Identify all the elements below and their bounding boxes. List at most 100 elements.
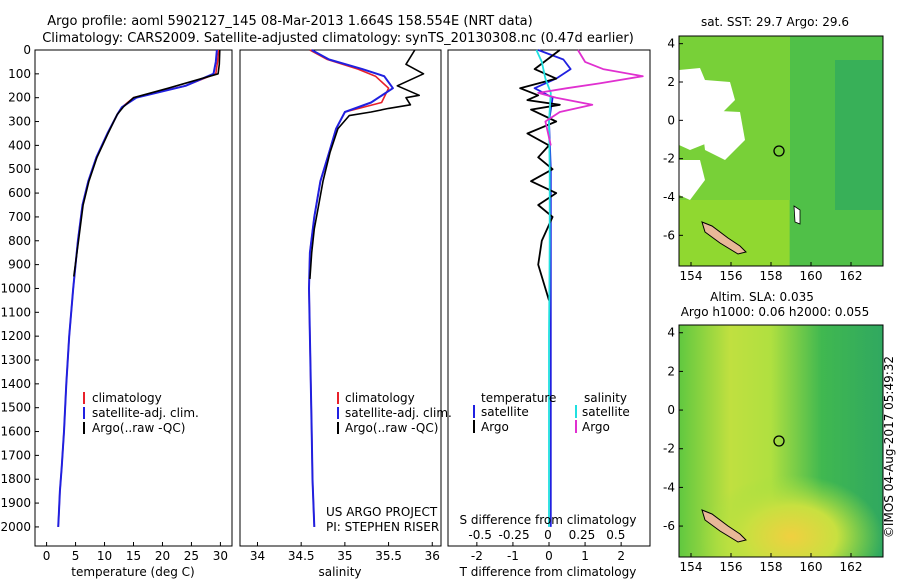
map-x-tick-label: 154 bbox=[680, 560, 703, 574]
y-tick-label: 1600 bbox=[0, 425, 31, 439]
sst-map bbox=[679, 36, 883, 266]
map-y-tick-label: -2 bbox=[663, 442, 675, 456]
salinity-legend: climatology satellite-adj. clim. Argo(..… bbox=[337, 391, 452, 435]
legend-label-sal-satellite: satellite bbox=[582, 405, 630, 419]
y-tick-label: 1800 bbox=[0, 472, 31, 486]
x-tick-label: 2 bbox=[617, 549, 625, 563]
map-y-tick-label: -6 bbox=[663, 228, 675, 242]
x-tick-label: -2 bbox=[471, 549, 483, 563]
salinity-panel bbox=[239, 49, 442, 547]
y-tick-label: 1000 bbox=[0, 281, 31, 295]
x-tick-label: 5 bbox=[72, 549, 80, 563]
timestamp: ©IMOS 04-Aug-2017 05:49:32 bbox=[882, 356, 896, 538]
y-tick-label: 0 bbox=[23, 43, 31, 57]
temperature-x-axis: 0 5 10 15 20 25 30 bbox=[43, 542, 228, 563]
map-y-tick-label: -4 bbox=[663, 480, 675, 494]
map-x-tick-label: 158 bbox=[760, 269, 783, 283]
x-tick-label: 36 bbox=[425, 549, 440, 563]
sla-map bbox=[679, 325, 883, 557]
y-tick-label: 300 bbox=[8, 115, 31, 129]
x2-tick-label: 0.25 bbox=[569, 528, 596, 542]
temperature-line-2 bbox=[73, 49, 221, 277]
x2-tick-label: 0 bbox=[544, 528, 552, 542]
y-tick-label: 1200 bbox=[0, 329, 31, 343]
x-tick-label: 35 bbox=[337, 549, 352, 563]
temperature-legend: climatology satellite-adj. clim. Argo(..… bbox=[83, 391, 199, 435]
x2-tick-label: -0.25 bbox=[499, 528, 530, 542]
salinity-x-axis: 34 34.5 35 35.5 36 bbox=[250, 542, 440, 563]
t-difference-axis-label: T difference from climatology bbox=[459, 565, 637, 579]
x-tick-label: -1 bbox=[507, 549, 519, 563]
figure-title-line2: Climatology: CARS2009. Satellite-adjuste… bbox=[42, 31, 634, 46]
x-tick-label: 35.5 bbox=[375, 549, 402, 563]
map-x-tick-label: 156 bbox=[720, 560, 743, 574]
map-y-tick-label: -4 bbox=[663, 190, 675, 204]
sst-argo-marker bbox=[773, 145, 785, 157]
x-tick-label: 10 bbox=[97, 549, 112, 563]
temperature-axis-label: temperature (deg C) bbox=[71, 565, 194, 579]
legend-label-satellite: satellite-adj. clim. bbox=[345, 406, 452, 420]
x2-tick-label: 0.5 bbox=[606, 528, 625, 542]
legend-label-climatology: climatology bbox=[345, 391, 415, 405]
sst-map-frame bbox=[678, 35, 884, 267]
land-new-ireland bbox=[701, 221, 747, 255]
land-new-ireland bbox=[701, 509, 747, 543]
y-tick-label: 800 bbox=[8, 234, 31, 248]
map-x-tick-label: 158 bbox=[760, 560, 783, 574]
y-tick-label: 900 bbox=[8, 258, 31, 272]
sla-field-south bbox=[679, 420, 883, 557]
sla-map-title-line2: Argo h1000: 0.06 h2000: 0.055 bbox=[681, 305, 870, 319]
map-y-tick-label: 2 bbox=[667, 364, 675, 378]
legend-label-temp-argo: Argo bbox=[481, 420, 509, 434]
map-x-tick-label: 162 bbox=[840, 560, 863, 574]
map-y-tick-label: -6 bbox=[663, 519, 675, 533]
legend-label-climatology: climatology bbox=[92, 391, 162, 405]
y-tick-label: 1400 bbox=[0, 377, 31, 391]
map-y-tick-label: 4 bbox=[667, 37, 675, 51]
y-tick-label: 1100 bbox=[0, 305, 31, 319]
salinity-axis-label: salinity bbox=[318, 565, 361, 579]
x-tick-label: 0 bbox=[545, 549, 553, 563]
map-x-tick-label: 162 bbox=[840, 269, 863, 283]
difference-legend: temperature salinity satellite Argo sate… bbox=[473, 391, 630, 434]
y-tick-label: 2000 bbox=[0, 520, 31, 534]
project-pi: PI: STEPHEN RISER bbox=[326, 520, 439, 534]
x-tick-label: 20 bbox=[155, 549, 170, 563]
y-tick-label: 200 bbox=[8, 91, 31, 105]
legend-label-satellite: satellite-adj. clim. bbox=[92, 406, 199, 420]
x-tick-label: 34.5 bbox=[288, 549, 315, 563]
y-tick-label: 100 bbox=[8, 67, 31, 81]
profile-lines bbox=[57, 49, 644, 527]
difference-x-axis: -2 -1 0 1 2 -0.5 -0.25 0 0.25 0.5 bbox=[468, 528, 625, 563]
pressure-axis: 0 100 200 300 400 500 600 700 800 900 1000 1100 1200… bbox=[0, 43, 39, 534]
legend-label-argo: Argo(..raw -QC) bbox=[92, 421, 185, 435]
land-bougainville bbox=[793, 205, 801, 225]
legend-heading-salinity: salinity bbox=[584, 391, 627, 405]
legend-label-sal-argo: Argo bbox=[582, 420, 610, 434]
map-y-tick-label: 2 bbox=[667, 75, 675, 89]
map-x-tick-label: 160 bbox=[800, 560, 823, 574]
x-tick-label: 30 bbox=[213, 549, 228, 563]
legend-heading-temperature: temperature bbox=[481, 391, 556, 405]
y-tick-label: 1700 bbox=[0, 448, 31, 462]
project-name: US ARGO PROJECT bbox=[326, 505, 438, 519]
y-tick-label: 700 bbox=[8, 210, 31, 224]
figure-title-line1: Argo profile: aoml 5902127_145 08-Mar-20… bbox=[47, 14, 532, 29]
sla-map-frame bbox=[678, 324, 884, 558]
y-tick-label: 600 bbox=[8, 186, 31, 200]
sst-map-title: sat. SST: 29.7 Argo: 29.6 bbox=[701, 15, 849, 29]
y-tick-label: 1900 bbox=[0, 496, 31, 510]
salinity-line-1 bbox=[308, 49, 394, 527]
sst-gap-3 bbox=[679, 160, 705, 200]
salinity-line-2 bbox=[309, 49, 425, 279]
sla-map-title-line1: Altim. SLA: 0.035 bbox=[710, 290, 814, 304]
legend-label-argo: Argo(..raw -QC) bbox=[345, 421, 438, 435]
sst-gap-2 bbox=[700, 110, 745, 160]
map-y-tick-label: 0 bbox=[667, 403, 675, 417]
y-tick-label: 500 bbox=[8, 162, 31, 176]
map-y-tick-label: 4 bbox=[667, 326, 675, 340]
legend-label-temp-satellite: satellite bbox=[481, 405, 529, 419]
x-tick-label: 25 bbox=[184, 549, 199, 563]
x-tick-label: 1 bbox=[581, 549, 589, 563]
